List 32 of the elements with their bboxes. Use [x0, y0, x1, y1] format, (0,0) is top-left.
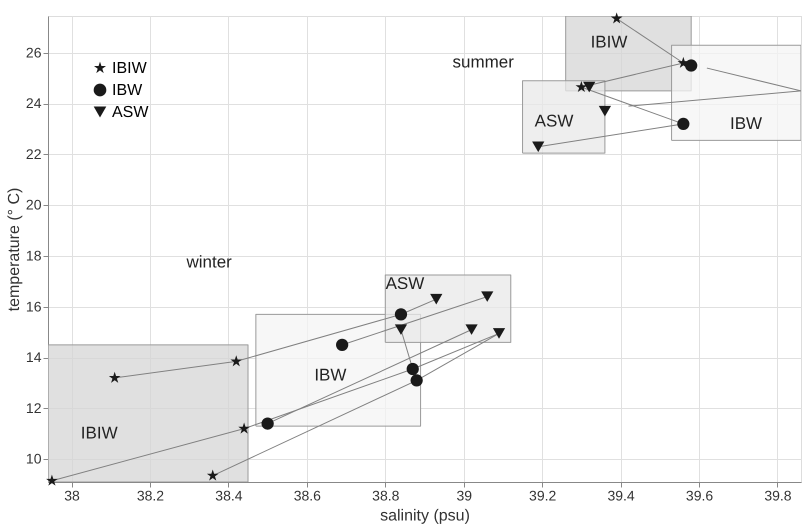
x-axis-title: salinity (psu) [380, 508, 470, 524]
annotation: ASW [386, 274, 424, 293]
y-tick-label: 12 [26, 400, 42, 416]
legend-label: IBIW [112, 60, 148, 77]
annotation: IBW [314, 365, 346, 384]
x-tick-label: 38.4 [215, 488, 243, 504]
y-tick-label: 18 [26, 247, 42, 264]
annotation: summer [452, 52, 514, 72]
x-tick-label: 38 [64, 488, 80, 504]
legend-label: IBW [112, 82, 144, 99]
x-tick-label: 39 [456, 488, 472, 504]
y-tick-label: 22 [26, 146, 42, 162]
y-axis-title: temperature (° C) [6, 188, 23, 312]
x-tick-label: 39.4 [607, 488, 635, 504]
x-tick-label: 38.8 [372, 488, 400, 504]
y-tick-label: 14 [26, 349, 42, 366]
y-tick-label: 20 [26, 196, 42, 213]
x-tick-label: 38.6 [294, 488, 322, 504]
y-tick-label: 26 [26, 44, 42, 60]
annotation: IBIW [590, 32, 628, 52]
x-tick-label: 39.6 [686, 488, 714, 504]
x-tick-label: 39.8 [764, 488, 792, 504]
y-tick-label: 16 [26, 298, 42, 314]
annotation: winter [185, 252, 232, 272]
annotation: IBIW [80, 424, 118, 443]
x-tick-label: 39.2 [529, 488, 556, 504]
x-tick-label: 38.2 [136, 488, 164, 504]
y-tick-label: 10 [26, 450, 42, 467]
annotation: IBW [730, 114, 762, 134]
legend-label: ASW [112, 104, 150, 121]
annotation: ASW [534, 111, 574, 130]
y-tick-label: 24 [26, 95, 42, 112]
